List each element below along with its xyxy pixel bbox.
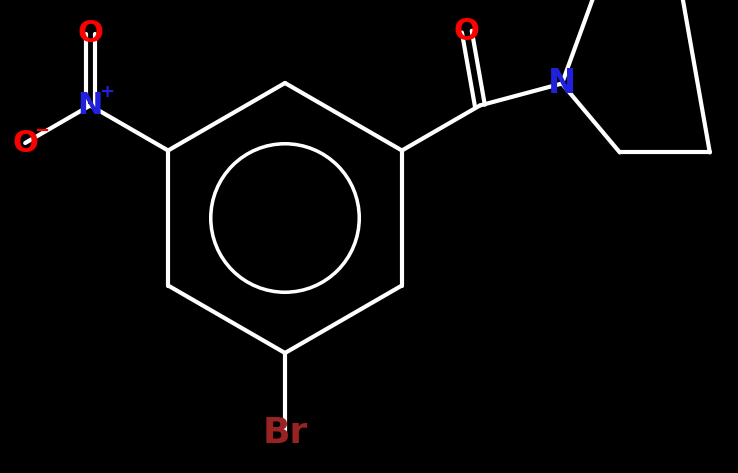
Text: O: O	[454, 17, 480, 46]
Text: Br: Br	[262, 416, 308, 450]
Text: N: N	[77, 91, 103, 120]
Text: O: O	[77, 19, 103, 48]
Text: N: N	[548, 67, 576, 100]
Text: −: −	[34, 122, 49, 140]
Text: O: O	[13, 129, 38, 158]
Text: +: +	[99, 82, 114, 100]
